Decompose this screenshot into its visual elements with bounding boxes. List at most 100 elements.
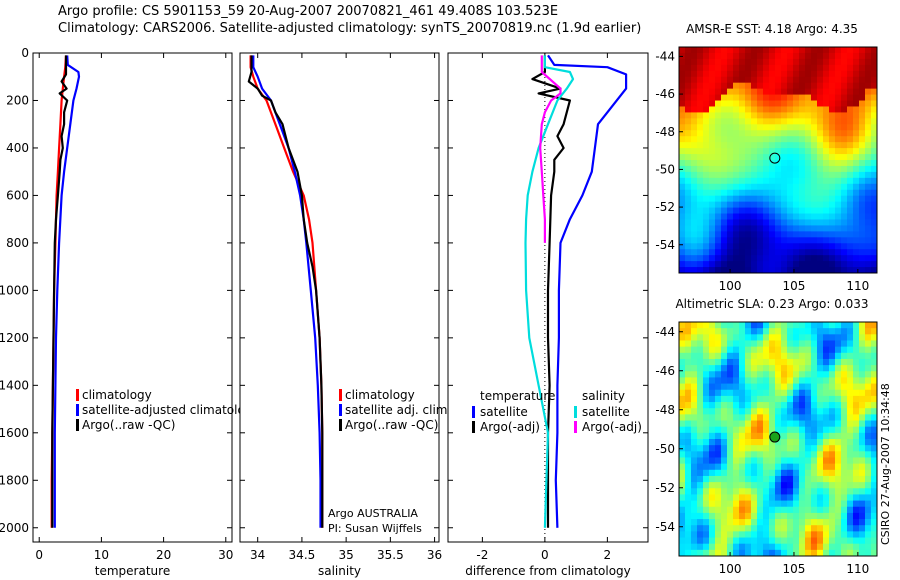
heatmap-cell: [793, 482, 800, 489]
heatmap-cell: [871, 475, 877, 483]
heatmap-cell: [829, 402, 836, 409]
heatmap-cell: [715, 195, 722, 203]
heatmap-cell: [697, 408, 704, 415]
heatmap-cell: [847, 70, 854, 78]
heatmap-cell: [835, 322, 842, 329]
heatmap-cell: [787, 213, 794, 221]
heatmap-cell: [805, 112, 812, 119]
heatmap-cell: [847, 469, 854, 477]
heatmap-cell: [685, 249, 692, 256]
heatmap-cell: [787, 177, 794, 185]
heatmap-cell: [781, 488, 788, 496]
heatmap-cell: [679, 519, 686, 526]
heatmap-cell: [841, 543, 848, 551]
heatmap-cell: [703, 439, 710, 446]
heatmap-cell: [745, 183, 752, 191]
heatmap-cell: [853, 432, 860, 440]
heatmap-cell: [733, 165, 740, 173]
heatmap-cell: [739, 154, 746, 161]
heatmap-cell: [799, 469, 806, 477]
heatmap-cell: [841, 249, 848, 256]
heatmap-cell: [793, 201, 800, 209]
heatmap-cell: [793, 118, 800, 125]
heatmap-cell: [757, 488, 764, 496]
heatmap-cell: [853, 463, 860, 471]
heatmap-cell: [871, 243, 877, 250]
heatmap-cell: [709, 183, 716, 191]
heatmap-cell: [871, 136, 877, 143]
heatmap-cell: [679, 124, 686, 131]
heatmap-cell: [829, 249, 836, 256]
heatmap-cell: [853, 537, 860, 545]
heatmap-cell: [781, 58, 788, 66]
heatmap-cell: [691, 426, 698, 434]
heatmap-cell: [727, 352, 734, 360]
heatmap-cell: [835, 261, 842, 268]
heatmap-cell: [799, 543, 806, 551]
heatmap-cell: [769, 377, 776, 385]
heatmap-cell: [817, 346, 824, 354]
heatmap-cell: [787, 420, 794, 428]
heatmap-cell: [757, 255, 764, 262]
heatmap-cell: [871, 261, 877, 268]
heatmap-cell: [679, 231, 686, 238]
heatmap-cell: [685, 70, 692, 78]
heatmap-cell: [691, 171, 698, 179]
heatmap-cell: [703, 130, 710, 137]
heatmap-cell: [811, 322, 818, 329]
heatmap-cell: [805, 130, 812, 137]
heatmap-cell: [685, 322, 692, 329]
heatmap-cell: [817, 106, 824, 114]
heatmap-cell: [829, 537, 836, 545]
heatmap-cell: [793, 395, 800, 403]
heatmap-cell: [799, 322, 806, 329]
heatmap-cell: [835, 160, 842, 167]
heatmap-cell: [691, 512, 698, 520]
heatmap-cell: [775, 451, 782, 459]
heatmap-cell: [871, 439, 877, 446]
heatmap-cell: [679, 219, 686, 227]
heatmap-cell: [871, 88, 877, 96]
heatmap-cell: [871, 183, 877, 191]
heatmap-cell: [685, 506, 692, 514]
heatmap-cell: [859, 525, 866, 532]
heatmap-cell: [799, 261, 806, 268]
heatmap-cell: [781, 457, 788, 465]
heatmap-cell: [691, 445, 698, 452]
heatmap-cell: [697, 142, 704, 149]
heatmap-cell: [691, 52, 698, 60]
heatmap-cell: [853, 408, 860, 415]
heatmap-cell: [829, 439, 836, 446]
heatmap-cell: [775, 160, 782, 167]
heatmap-cell: [859, 231, 866, 238]
map-x-tick-label: 105: [783, 562, 806, 576]
heatmap-cell: [799, 255, 806, 262]
heatmap-cell: [757, 231, 764, 238]
heatmap-cell: [697, 243, 704, 250]
heatmap-cell: [799, 52, 806, 60]
heatmap-cell: [751, 94, 758, 102]
heatmap-cell: [727, 94, 734, 102]
heatmap-cell: [691, 383, 698, 391]
heatmap-cell: [871, 148, 877, 155]
heatmap-cell: [781, 219, 788, 227]
heatmap-cell: [757, 457, 764, 465]
heatmap-cell: [769, 408, 776, 415]
heatmap-cell: [829, 457, 836, 465]
heatmap-cell: [721, 64, 728, 72]
heatmap-cell: [745, 142, 752, 149]
heatmap-cell: [769, 322, 776, 329]
heatmap-cell: [733, 506, 740, 514]
heatmap-cell: [823, 488, 830, 496]
heatmap-cell: [709, 371, 716, 379]
heatmap-cell: [805, 261, 812, 268]
heatmap-cell: [817, 177, 824, 185]
heatmap-cell: [739, 549, 746, 556]
heatmap-cell: [751, 249, 758, 256]
heatmap-cell: [685, 171, 692, 179]
heatmap-cell: [835, 243, 842, 250]
heatmap-cell: [763, 549, 770, 556]
heatmap-cell: [793, 334, 800, 342]
heatmap-cell: [853, 322, 860, 329]
heatmap-cell: [709, 439, 716, 446]
